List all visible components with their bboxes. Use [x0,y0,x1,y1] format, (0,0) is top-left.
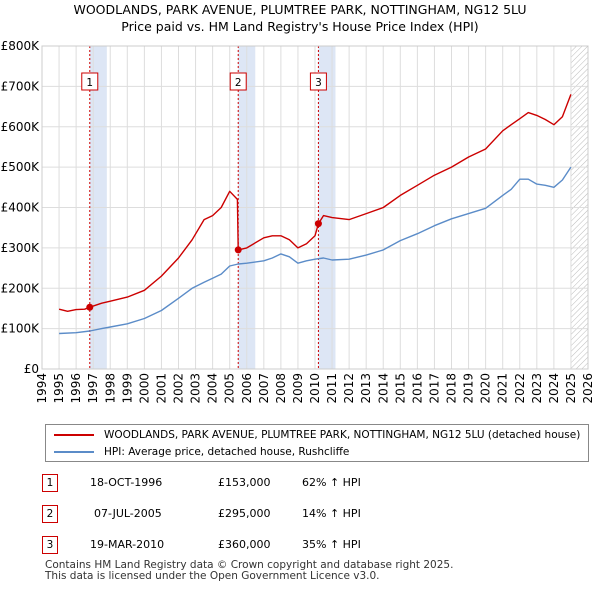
x-tick-label: 2011 [325,373,339,404]
x-tick-label: 2009 [291,373,305,404]
y-tick-label: £200K [1,281,41,295]
x-tick-label: 1995 [52,373,66,404]
x-tick-label: 2003 [189,373,203,404]
x-tick-label: 1997 [86,373,100,404]
x-tick-label: 2026 [581,373,595,404]
y-tick-label: £500K [1,160,41,174]
x-tick-label: 1996 [69,373,83,404]
footer-license: This data is licensed under the Open Gov… [45,570,380,582]
legend-label-hpi: HPI: Average price, detached house, Rush… [104,446,350,458]
transaction-price: £153,000 [218,476,271,489]
plot-frame [41,45,589,370]
transaction-hpi-change: 14% ↑ HPI [302,507,361,520]
x-tick-label: 2020 [479,373,493,404]
x-tick-label: 2025 [564,373,578,404]
transaction-date: 19-MAR-2010 [90,538,165,551]
transaction-hpi-change: 62% ↑ HPI [302,476,361,489]
transaction-hpi-change: 35% ↑ HPI [302,538,361,551]
legend-item-hpi: HPI: Average price, detached house, Rush… [54,444,349,460]
chart-subtitle: Price paid vs. HM Land Registry's House … [121,19,479,34]
sale-label-box [309,72,327,91]
legend-swatch-hpi [54,451,94,453]
x-tick-label: 1994 [35,373,49,404]
series-line-property [58,94,572,312]
y-tick-label: £300K [1,241,41,255]
y-tick-label: £600K [1,120,41,134]
x-tick-label: 2015 [393,373,407,404]
x-tick-label: 2023 [530,373,544,404]
transaction-number: 2 [42,505,58,523]
transaction-number: 1 [42,474,58,492]
sale-point [314,220,322,228]
legend-item-property: WOODLANDS, PARK AVENUE, PLUMTREE PARK, N… [54,427,580,443]
x-tick-label: 2000 [137,373,151,404]
x-tick-label: 2024 [547,373,561,404]
x-tick-label: 1998 [103,373,117,404]
x-tick-label: 2012 [342,373,356,404]
sale-point [86,303,94,311]
x-tick-label: 2002 [172,373,186,404]
x-tick-label: 2019 [462,373,476,404]
x-tick-label: 2007 [257,373,271,404]
sale-label-text: 2 [235,77,242,89]
transaction-number: 3 [42,536,58,554]
legend-swatch-property [54,434,94,436]
x-tick-label: 2016 [410,373,424,404]
footer-copyright: Contains HM Land Registry data © Crown c… [45,559,454,571]
y-tick-label: £0 [24,362,39,376]
x-tick-label: 2013 [359,373,373,404]
sale-label-box [81,72,99,91]
transaction-price: £360,000 [218,538,271,551]
transaction-date: 18-OCT-1996 [90,476,163,489]
sale-point [234,246,242,254]
x-tick-label: 2004 [206,373,220,404]
x-tick-label: 2018 [445,373,459,404]
legend: WOODLANDS, PARK AVENUE, PLUMTREE PARK, N… [45,424,589,462]
transaction-price: £295,000 [218,507,271,520]
y-tick-label: £400K [1,201,41,215]
price-chart: £0 £100K £200K £300K £400K £500K £600K £700K £80… [1,39,595,404]
x-tick-label: 2017 [427,373,441,404]
y-tick-label: £800K [1,39,41,53]
x-tick-label: 2010 [308,373,322,404]
x-tick-label: 2014 [376,373,390,404]
series-line-hpi [59,166,572,335]
y-tick-label: £100K [1,322,41,336]
legend-label-property: WOODLANDS, PARK AVENUE, PLUMTREE PARK, N… [104,429,581,441]
x-tick-label: 2021 [496,373,510,404]
footer: Contains HM Land Registry data © Crown c… [45,560,453,582]
x-tick-label: 2001 [154,373,168,404]
x-tick-label: 1999 [120,373,134,404]
y-tick-label: £700K [1,79,41,93]
x-tick-label: 2008 [274,373,288,404]
transaction-date: 07-JUL-2005 [94,507,162,520]
x-tick-label: 2005 [223,373,237,404]
sale-label-box [229,72,247,91]
sale-label-text: 3 [315,77,322,89]
x-tick-label: 2022 [513,373,527,404]
chart-title: WOODLANDS, PARK AVENUE, PLUMTREE PARK, N… [73,2,527,17]
sale-label-text: 1 [86,77,93,89]
x-tick-label: 2006 [240,373,254,404]
